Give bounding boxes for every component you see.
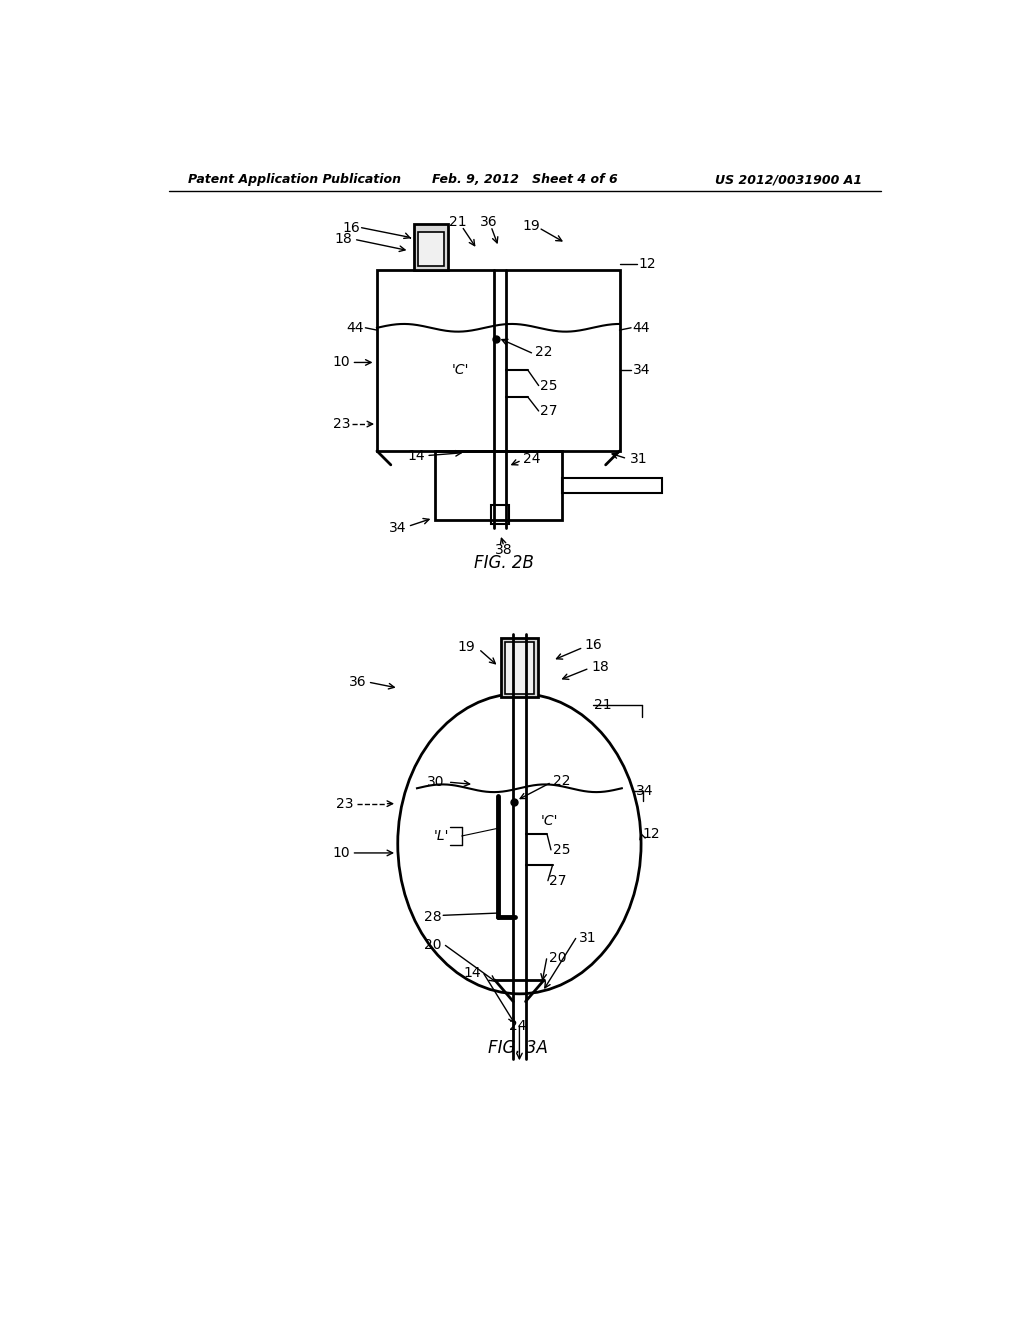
Text: 19: 19	[522, 219, 540, 234]
Text: 36: 36	[348, 675, 367, 689]
Text: 44: 44	[346, 321, 364, 335]
Bar	[505, 642, 535, 693]
Text: 27: 27	[541, 404, 558, 418]
Text: 44: 44	[633, 321, 650, 335]
Text: 34: 34	[636, 784, 653, 799]
Text: 'L': 'L'	[434, 829, 450, 843]
Bar	[501, 638, 538, 697]
Text: 36: 36	[480, 215, 498, 230]
Text: 16: 16	[585, 638, 602, 652]
Text: 12: 12	[639, 257, 656, 271]
Text: 22: 22	[535, 346, 552, 359]
Text: 28: 28	[424, 909, 441, 924]
Text: 10: 10	[333, 355, 350, 370]
Text: 24: 24	[509, 1019, 526, 1034]
Text: 27: 27	[550, 874, 567, 887]
Bar	[377, 271, 620, 451]
Text: 'C': 'C'	[452, 363, 469, 378]
Text: 19: 19	[458, 640, 475, 655]
Text: FIG. 2B: FIG. 2B	[474, 553, 534, 572]
Text: Patent Application Publication: Patent Application Publication	[188, 173, 401, 186]
Text: 10: 10	[333, 846, 350, 859]
Bar	[562, 478, 662, 494]
Text: 21: 21	[594, 698, 611, 711]
Bar	[490, 506, 509, 524]
Text: 34: 34	[389, 521, 407, 535]
Bar	[418, 231, 444, 267]
Text: 18: 18	[591, 660, 609, 673]
Bar	[414, 224, 447, 271]
Text: 18: 18	[335, 232, 352, 247]
Text: 12: 12	[643, 828, 660, 841]
Text: 14: 14	[408, 449, 425, 462]
Text: 23: 23	[336, 797, 354, 810]
Text: Feb. 9, 2012   Sheet 4 of 6: Feb. 9, 2012 Sheet 4 of 6	[432, 173, 617, 186]
Text: 20: 20	[549, 950, 566, 965]
Text: 25: 25	[541, 379, 558, 392]
Text: 24: 24	[523, 451, 541, 466]
Text: 31: 31	[630, 451, 647, 466]
Text: 21: 21	[449, 215, 467, 230]
Text: 'C': 'C'	[541, 813, 558, 828]
Text: 34: 34	[633, 363, 650, 378]
Text: 22: 22	[553, 774, 570, 788]
Text: 38: 38	[496, 543, 513, 557]
Text: 16: 16	[342, 220, 360, 235]
Text: 25: 25	[553, 843, 570, 857]
Text: FIG. 3A: FIG. 3A	[487, 1039, 548, 1057]
Text: 20: 20	[424, 939, 441, 952]
Text: 31: 31	[579, 931, 596, 945]
Bar	[435, 451, 562, 520]
Text: US 2012/0031900 A1: US 2012/0031900 A1	[715, 173, 862, 186]
Text: 23: 23	[333, 417, 350, 432]
Text: 30: 30	[427, 775, 444, 789]
Text: 14: 14	[463, 966, 481, 979]
